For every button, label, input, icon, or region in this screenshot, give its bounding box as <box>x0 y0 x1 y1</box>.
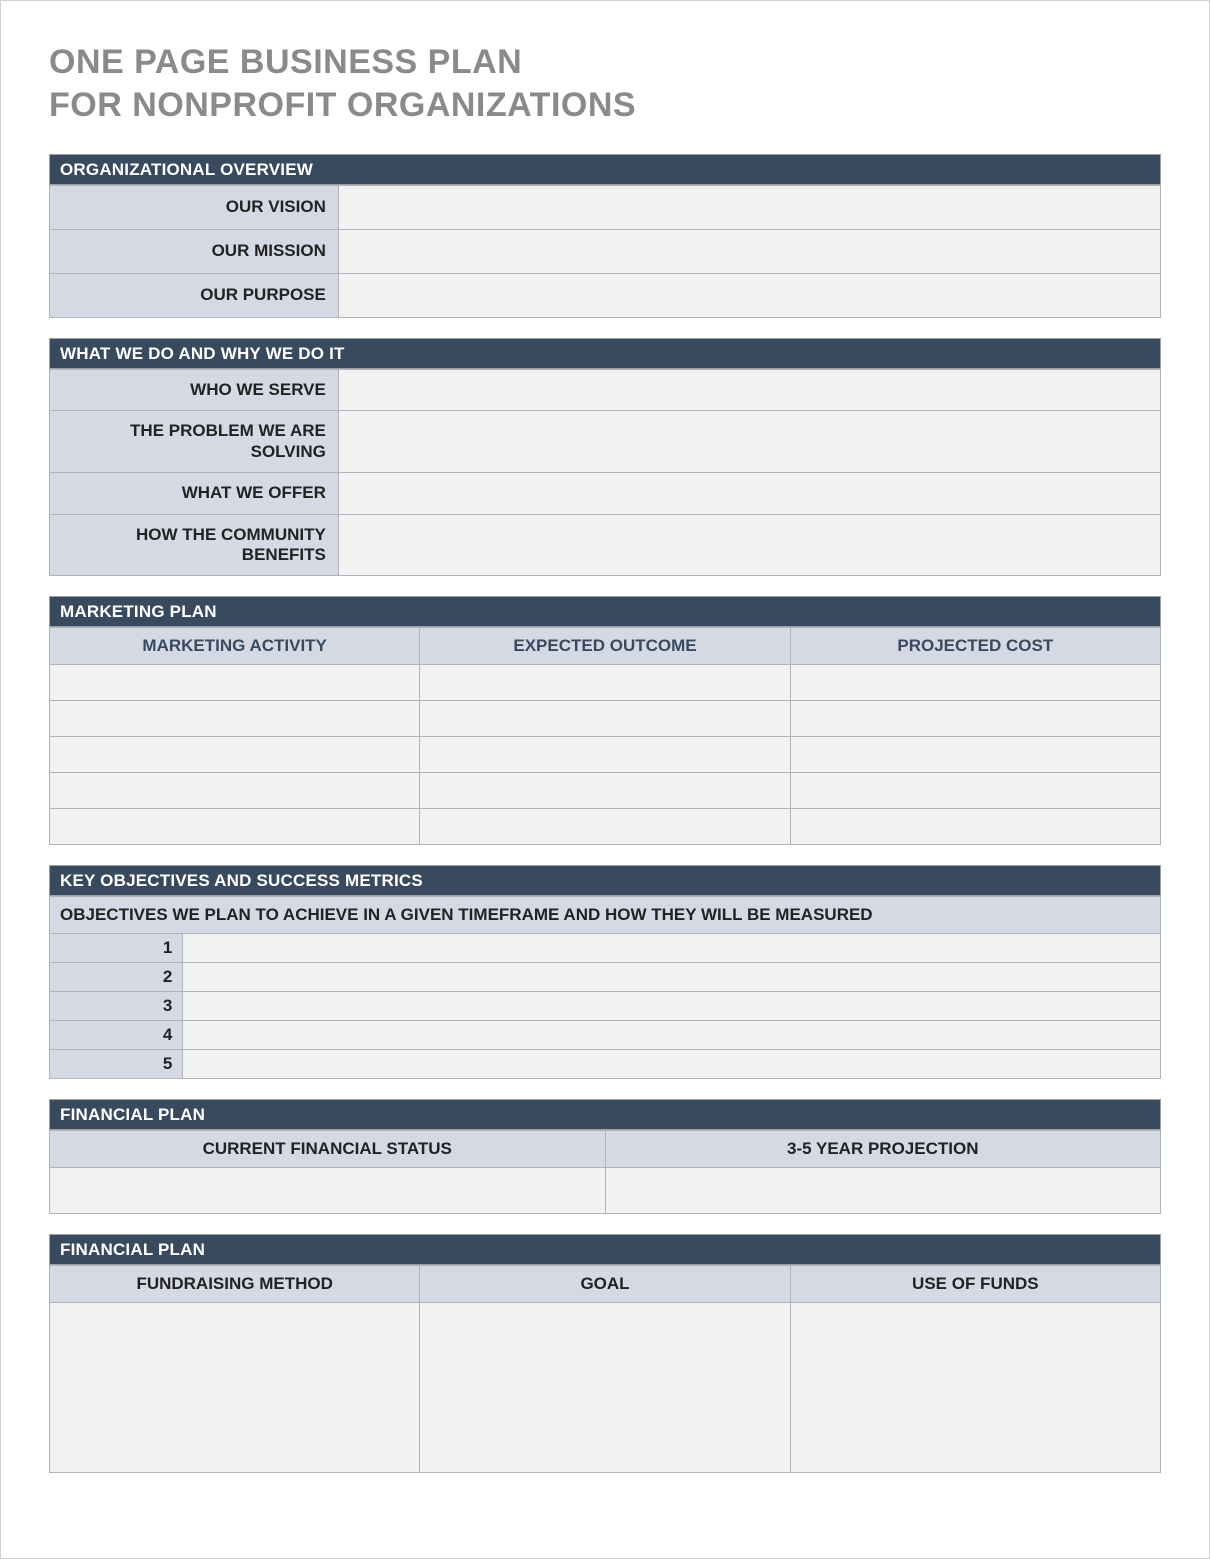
row-value[interactable] <box>183 1050 1161 1079</box>
table-row <box>50 1303 1161 1473</box>
section-header-financial-plan-b: FINANCIAL PLAN <box>49 1234 1161 1265</box>
row-label: THE PROBLEM WE ARE SOLVING <box>50 411 339 473</box>
cell[interactable] <box>420 809 790 845</box>
table-header-row: MARKETING ACTIVITY EXPECTED OUTCOME PROJ… <box>50 628 1161 665</box>
cell[interactable] <box>50 701 420 737</box>
row-number: 3 <box>50 992 183 1021</box>
section-header-marketing-plan: MARKETING PLAN <box>49 596 1161 627</box>
row-value[interactable] <box>338 473 1160 514</box>
row-value[interactable] <box>183 934 1161 963</box>
table-row: WHAT WE OFFER <box>50 473 1161 514</box>
table-marketing-plan: MARKETING ACTIVITY EXPECTED OUTCOME PROJ… <box>49 627 1161 845</box>
table-row <box>50 665 1161 701</box>
section-key-objectives: KEY OBJECTIVES AND SUCCESS METRICS OBJEC… <box>49 865 1161 1079</box>
cell[interactable] <box>50 665 420 701</box>
row-number: 5 <box>50 1050 183 1079</box>
table-row <box>50 773 1161 809</box>
row-label: OUR VISION <box>50 186 339 230</box>
row-label: WHO WE SERVE <box>50 370 339 411</box>
table-row: OUR PURPOSE <box>50 274 1161 318</box>
table-row: HOW THE COMMUNITY BENEFITS <box>50 514 1161 576</box>
row-label: OUR PURPOSE <box>50 274 339 318</box>
column-header: CURRENT FINANCIAL STATUS <box>50 1131 606 1168</box>
column-header: PROJECTED COST <box>790 628 1160 665</box>
table-row: 5 <box>50 1050 1161 1079</box>
table-row: OUR VISION <box>50 186 1161 230</box>
column-header: FUNDRAISING METHOD <box>50 1266 420 1303</box>
sub-banner: OBJECTIVES WE PLAN TO ACHIEVE IN A GIVEN… <box>50 897 1161 934</box>
table-row: WHO WE SERVE <box>50 370 1161 411</box>
row-label: OUR MISSION <box>50 230 339 274</box>
cell[interactable] <box>420 737 790 773</box>
table-header-row: CURRENT FINANCIAL STATUS 3-5 YEAR PROJEC… <box>50 1131 1161 1168</box>
column-header: USE OF FUNDS <box>790 1266 1160 1303</box>
title-line-1: ONE PAGE BUSINESS PLAN <box>49 43 522 81</box>
cell[interactable] <box>50 809 420 845</box>
table-row <box>50 809 1161 845</box>
row-value[interactable] <box>338 230 1160 274</box>
page: ONE PAGE BUSINESS PLAN FOR NONPROFIT ORG… <box>0 0 1210 1559</box>
row-value[interactable] <box>338 370 1160 411</box>
table-row: OUR MISSION <box>50 230 1161 274</box>
cell[interactable] <box>790 701 1160 737</box>
cell[interactable] <box>420 701 790 737</box>
column-header: MARKETING ACTIVITY <box>50 628 420 665</box>
section-financial-plan-a: FINANCIAL PLAN CURRENT FINANCIAL STATUS … <box>49 1099 1161 1214</box>
column-header: GOAL <box>420 1266 790 1303</box>
row-value[interactable] <box>338 514 1160 576</box>
row-label: WHAT WE OFFER <box>50 473 339 514</box>
table-row <box>50 737 1161 773</box>
table-row <box>50 1168 1161 1214</box>
table-row <box>50 701 1161 737</box>
table-org-overview: OUR VISION OUR MISSION OUR PURPOSE <box>49 185 1161 318</box>
row-value[interactable] <box>338 411 1160 473</box>
cell[interactable] <box>790 773 1160 809</box>
row-value[interactable] <box>338 274 1160 318</box>
row-number: 1 <box>50 934 183 963</box>
row-number: 4 <box>50 1021 183 1050</box>
cell[interactable] <box>420 665 790 701</box>
table-header-row: FUNDRAISING METHOD GOAL USE OF FUNDS <box>50 1266 1161 1303</box>
page-title: ONE PAGE BUSINESS PLAN FOR NONPROFIT ORG… <box>49 41 1161 126</box>
row-value[interactable] <box>338 186 1160 230</box>
row-label: HOW THE COMMUNITY BENEFITS <box>50 514 339 576</box>
column-header: EXPECTED OUTCOME <box>420 628 790 665</box>
sub-banner-row: OBJECTIVES WE PLAN TO ACHIEVE IN A GIVEN… <box>50 897 1161 934</box>
section-marketing-plan: MARKETING PLAN MARKETING ACTIVITY EXPECT… <box>49 596 1161 845</box>
table-what-we-do: WHO WE SERVE THE PROBLEM WE ARE SOLVING … <box>49 369 1161 576</box>
row-value[interactable] <box>183 992 1161 1021</box>
table-row: 4 <box>50 1021 1161 1050</box>
section-header-what-we-do: WHAT WE DO AND WHY WE DO IT <box>49 338 1161 369</box>
column-header: 3-5 YEAR PROJECTION <box>605 1131 1161 1168</box>
cell[interactable] <box>420 773 790 809</box>
table-row: 3 <box>50 992 1161 1021</box>
cell[interactable] <box>50 1168 606 1214</box>
cell[interactable] <box>50 1303 420 1473</box>
row-value[interactable] <box>183 963 1161 992</box>
cell[interactable] <box>50 773 420 809</box>
section-financial-plan-b: FINANCIAL PLAN FUNDRAISING METHOD GOAL U… <box>49 1234 1161 1473</box>
section-what-we-do: WHAT WE DO AND WHY WE DO IT WHO WE SERVE… <box>49 338 1161 576</box>
cell[interactable] <box>50 737 420 773</box>
row-value[interactable] <box>183 1021 1161 1050</box>
section-header-key-objectives: KEY OBJECTIVES AND SUCCESS METRICS <box>49 865 1161 896</box>
cell[interactable] <box>790 665 1160 701</box>
table-row: 1 <box>50 934 1161 963</box>
table-key-objectives: OBJECTIVES WE PLAN TO ACHIEVE IN A GIVEN… <box>49 896 1161 1079</box>
table-financial-plan-b: FUNDRAISING METHOD GOAL USE OF FUNDS <box>49 1265 1161 1473</box>
table-row: THE PROBLEM WE ARE SOLVING <box>50 411 1161 473</box>
table-row: 2 <box>50 963 1161 992</box>
cell[interactable] <box>420 1303 790 1473</box>
section-header-org-overview: ORGANIZATIONAL OVERVIEW <box>49 154 1161 185</box>
cell[interactable] <box>790 1303 1160 1473</box>
section-header-financial-plan-a: FINANCIAL PLAN <box>49 1099 1161 1130</box>
section-org-overview: ORGANIZATIONAL OVERVIEW OUR VISION OUR M… <box>49 154 1161 318</box>
table-financial-plan-a: CURRENT FINANCIAL STATUS 3-5 YEAR PROJEC… <box>49 1130 1161 1214</box>
cell[interactable] <box>790 737 1160 773</box>
cell[interactable] <box>790 809 1160 845</box>
cell[interactable] <box>605 1168 1161 1214</box>
title-line-2: FOR NONPROFIT ORGANIZATIONS <box>49 86 636 124</box>
row-number: 2 <box>50 963 183 992</box>
